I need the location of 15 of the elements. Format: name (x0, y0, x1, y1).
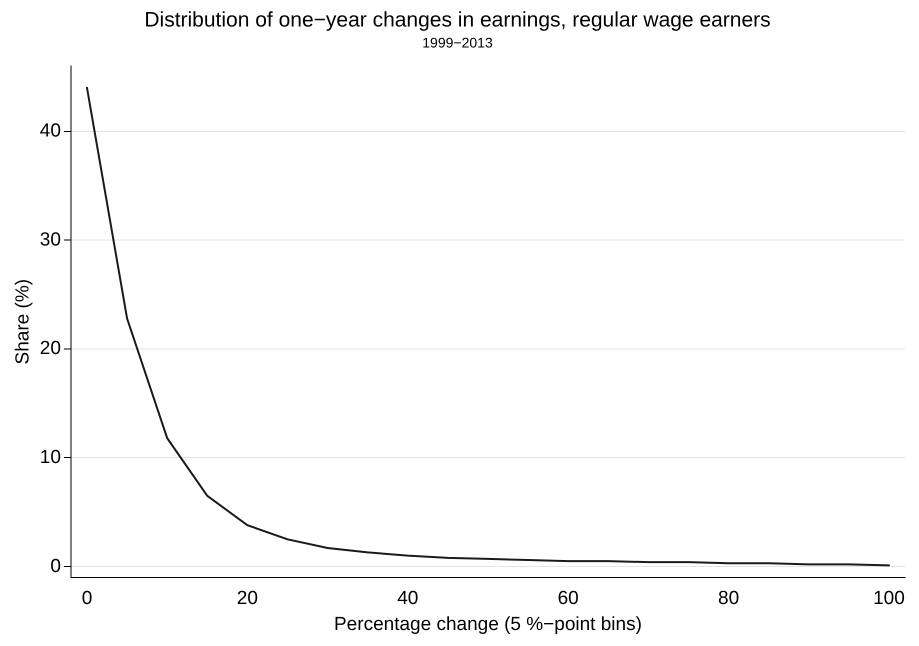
x-tick-label: 100 (873, 588, 905, 610)
x-axis-title: Percentage change (5 %−point bins) (334, 614, 642, 635)
x-tick-label: 0 (82, 588, 92, 610)
chart-title: Distribution of one−year changes in earnings, regular wage earners (144, 8, 771, 32)
y-axis-title: Share (%) (12, 278, 34, 364)
y-tick-label: 30 (40, 229, 61, 250)
x-tick-label: 80 (718, 588, 740, 610)
x-tick-label: 60 (558, 588, 579, 610)
y-tick-label: 20 (40, 338, 61, 360)
y-tick-label: 40 (40, 120, 61, 142)
y-tick-label: 0 (50, 556, 61, 577)
y-tick-label: 10 (40, 446, 61, 468)
x-tick-label: 20 (236, 588, 258, 610)
x-tick-label: 40 (397, 588, 418, 610)
chart-subtitle: 1999−2013 (422, 34, 493, 50)
